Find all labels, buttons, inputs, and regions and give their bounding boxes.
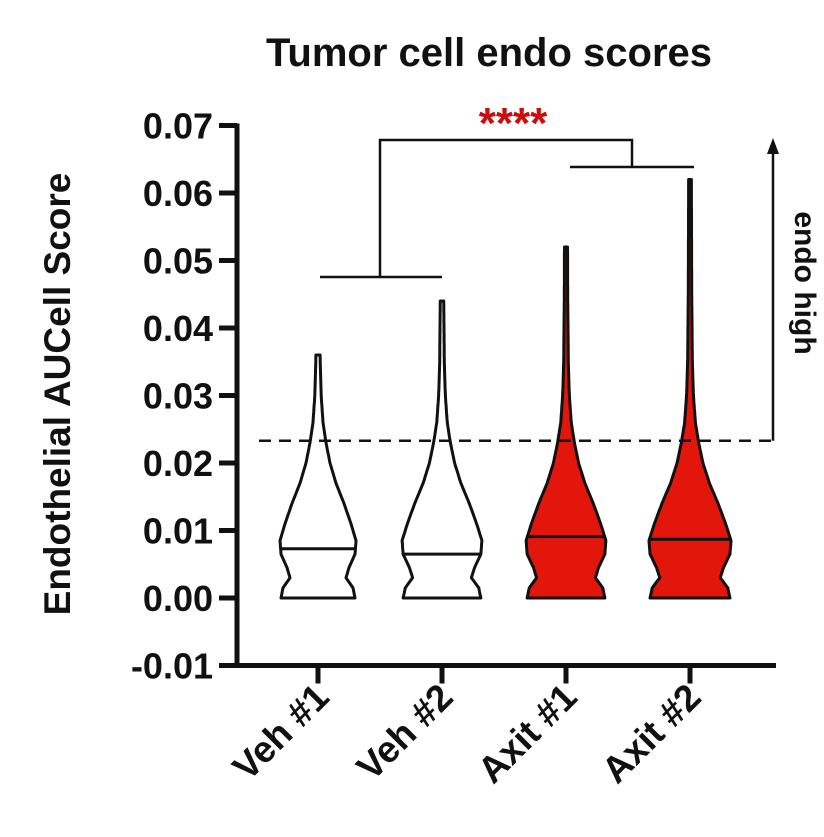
y-tick-label: 0.04	[143, 308, 213, 349]
y-tick-label: -0.01	[131, 646, 213, 687]
x-tick-label: Axit #1	[470, 676, 585, 791]
violin-axit-2	[647, 178, 733, 600]
chart-title: Tumor cell endo scores	[266, 31, 712, 75]
bracket-comparison	[378, 138, 634, 277]
significance-stars: ****	[479, 99, 548, 148]
y-tick-label: 0.05	[143, 241, 213, 282]
y-axis-label: Endothelial AUCell Score	[37, 173, 78, 616]
violin-axit-1	[524, 245, 608, 600]
y-tick-label: 0.00	[143, 578, 213, 619]
x-tick-label: Veh #1	[225, 676, 337, 788]
y-tick-label: 0.01	[143, 511, 213, 552]
endo-high-label: endo high	[788, 211, 821, 354]
x-tick-label: Veh #2	[349, 676, 461, 788]
y-tick-label: 0.03	[143, 376, 213, 417]
plot-area: 0.07 0.06 0.05 0.04 0.03 0.02 0.01 0.00 -0.01 Veh…	[131, 99, 821, 791]
x-tick-label: Axit #2	[594, 676, 709, 791]
y-tick-label: 0.06	[143, 173, 213, 214]
violin-veh-2	[400, 299, 484, 600]
y-tick-label: 0.02	[143, 443, 213, 484]
y-tick-label: 0.07	[143, 106, 213, 147]
arrow-head	[767, 138, 779, 154]
violin-veh-1	[278, 353, 358, 600]
